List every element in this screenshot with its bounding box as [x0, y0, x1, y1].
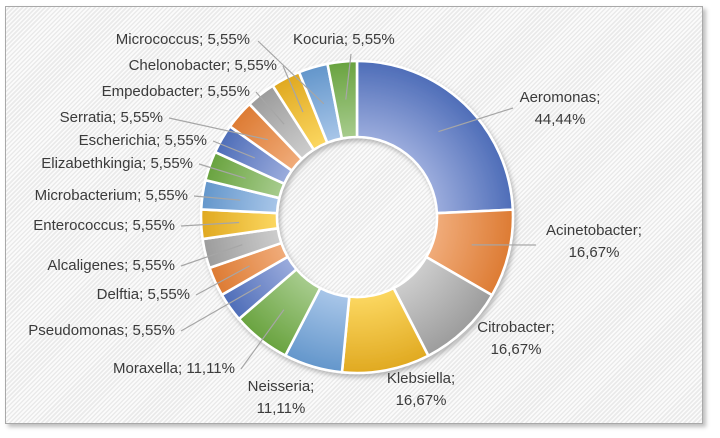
leader-line-elizabethkingia — [198, 163, 246, 179]
leader-line-alcaligenes — [180, 244, 243, 267]
data-label-empedobacter: Empedobacter; 5,55% — [102, 83, 250, 100]
leader-line-aeromonas — [438, 107, 514, 133]
data-label-escherichia: Escherichia; 5,55% — [79, 132, 207, 149]
leader-line-moraxella — [240, 309, 285, 370]
slice-kocuria — [326, 59, 359, 140]
leader-line-delftia — [195, 265, 250, 296]
leader-line-empedobacter — [255, 91, 285, 125]
data-label-neisseria: Neisseria; 11,11% — [248, 378, 315, 417]
leader-line-micrococcus — [257, 40, 325, 105]
data-label-citrobacter: Citrobacter; 16,67% — [477, 319, 555, 358]
leader-line-chelonobacter — [282, 65, 304, 113]
leader-line-enterococcus — [180, 221, 240, 227]
data-label-enterococcus: Enterococcus; 5,55% — [33, 217, 175, 234]
leader-line-escherichia — [212, 140, 256, 159]
data-label-micrococcus: Micrococcus; 5,55% — [116, 31, 250, 48]
data-label-kocuria: Kocuria; 5,55% — [293, 31, 395, 48]
data-label-acinetobacter: Acinetobacter; 16,67% — [546, 222, 642, 261]
leader-line-kocuria — [345, 53, 352, 100]
data-label-elizabethkingia: Elizabethkingia; 5,55% — [41, 155, 193, 172]
leader-line-pseudomonas — [180, 284, 262, 332]
slice-aeromonas — [355, 59, 515, 215]
data-label-aeromonas: Aeromonas; 44,44% — [520, 89, 601, 128]
data-label-moraxella: Moraxella; 11,11% — [113, 360, 235, 377]
data-label-microbacterium: Microbacterium; 5,55% — [35, 187, 188, 204]
data-label-delftia: Delftia; 5,55% — [97, 286, 190, 303]
data-label-serratia: Serratia; 5,55% — [60, 109, 163, 126]
data-label-klebsiella: Klebsiella; 16,67% — [387, 370, 455, 409]
data-label-chelonobacter: Chelonobacter; 5,55% — [129, 57, 277, 74]
data-label-alcaligenes: Alcaligenes; 5,55% — [47, 257, 175, 274]
leader-line-serratia — [168, 117, 268, 141]
leader-line-microbacterium — [193, 195, 241, 201]
data-label-pseudomonas: Pseudomonas; 5,55% — [28, 322, 175, 339]
